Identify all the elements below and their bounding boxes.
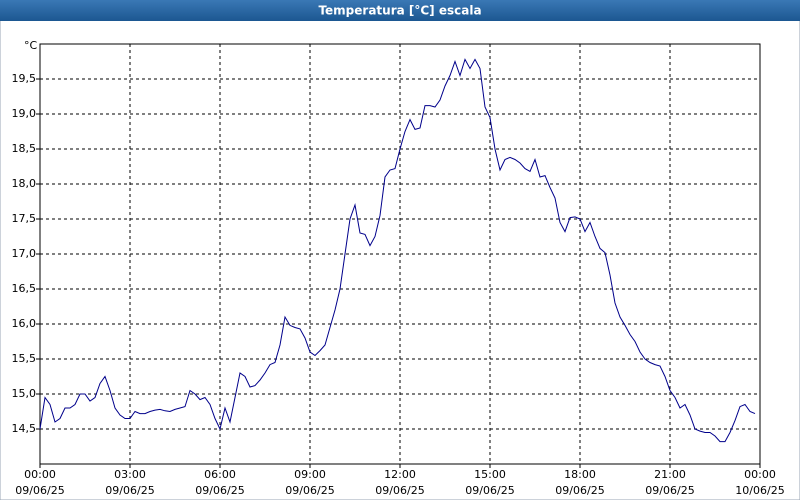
x-tick-date: 09/06/25 xyxy=(285,484,334,497)
y-tick-label: 17,5 xyxy=(12,212,37,225)
x-tick-label: 15:00 xyxy=(474,468,506,481)
y-tick-label: 15,0 xyxy=(12,387,37,400)
grid xyxy=(39,44,761,464)
y-tick-label: 16,5 xyxy=(12,282,37,295)
y-tick-label: 18,0 xyxy=(12,177,37,190)
x-tick-label: 06:00 xyxy=(204,468,236,481)
y-tick-label: 17,0 xyxy=(12,247,37,260)
x-tick-label: 18:00 xyxy=(564,468,596,481)
x-tick-date: 09/06/25 xyxy=(105,484,154,497)
x-tick-date: 09/06/25 xyxy=(465,484,514,497)
y-tick-label: 18,5 xyxy=(12,142,37,155)
x-tick-label: 00:00 xyxy=(744,468,776,481)
y-tick-label: 19,5 xyxy=(12,72,37,85)
y-tick-label: 19,0 xyxy=(12,107,37,120)
x-tick-date: 09/06/25 xyxy=(195,484,244,497)
y-tick-label: 14,5 xyxy=(12,422,37,435)
x-tick-date: 09/06/25 xyxy=(15,484,64,497)
x-tick-label: 03:00 xyxy=(114,468,146,481)
line xyxy=(39,58,756,443)
x-tick-date: 09/06/25 xyxy=(555,484,604,497)
x-tick-label: 09:00 xyxy=(294,468,326,481)
y-tick-label: 16,0 xyxy=(12,317,37,330)
title-bar xyxy=(0,0,800,21)
x-tick-label: 12:00 xyxy=(384,468,416,481)
x-tick-date: 09/06/25 xyxy=(375,484,424,497)
x-tick-date: 10/06/25 xyxy=(735,484,784,497)
y-tick-label: 15,5 xyxy=(12,352,37,365)
x-tick-date: 09/06/25 xyxy=(645,484,694,497)
x-tick-label: 21:00 xyxy=(654,468,686,481)
chart-title: Temperatura [°C] escala xyxy=(318,4,481,18)
y-axis-label: °C xyxy=(24,39,38,52)
x-tick-label: 00:00 xyxy=(24,468,56,481)
